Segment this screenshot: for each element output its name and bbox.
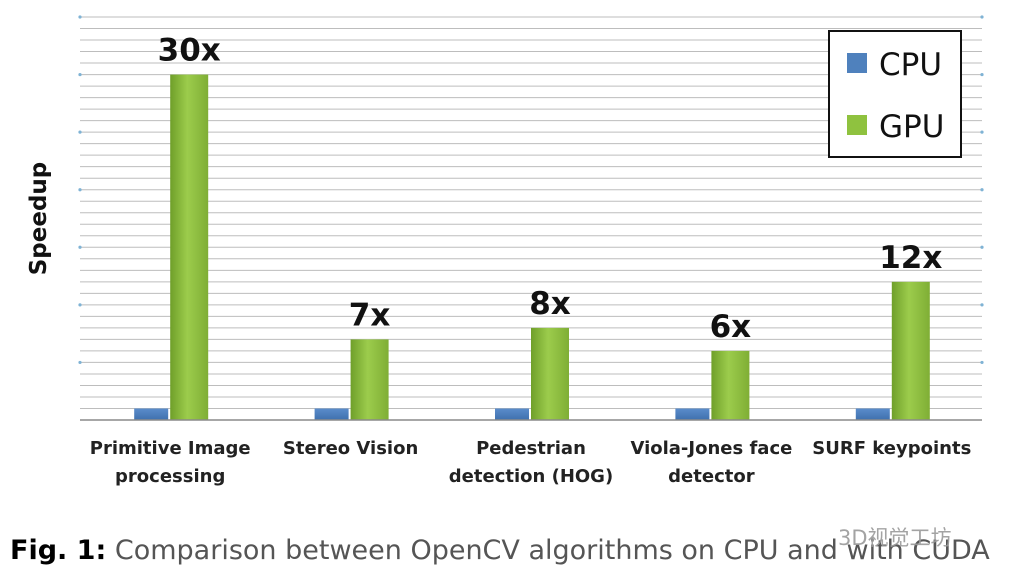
- grid-tick-dot: [78, 72, 82, 77]
- data-labels: 30x 7x 8x 6x 12x: [158, 33, 943, 345]
- grid-tick-dot: [78, 188, 82, 192]
- figure-number: Fig. 1:: [10, 535, 107, 566]
- data-label: 6x: [710, 309, 752, 345]
- bar-cpu: [495, 408, 529, 420]
- grid-tick-dot: [78, 15, 82, 19]
- category-label: SURF keypoints: [812, 438, 971, 459]
- category-label: detector: [668, 466, 755, 487]
- bar-gpu: [170, 74, 209, 421]
- grid-tick-dot: [980, 303, 984, 307]
- bar-gpu: [711, 350, 750, 420]
- data-label: 8x: [529, 286, 571, 322]
- grid-tick-dot: [980, 245, 984, 249]
- category-label: Stereo Vision: [283, 438, 418, 459]
- speedup-chart: 30x 7x 8x 6x 12x Primitive Image processing St…: [26, 15, 984, 487]
- grid-tick-dot: [980, 15, 984, 19]
- legend-box: [828, 30, 962, 158]
- figure-caption: Fig. 1: Comparison between OpenCV algori…: [10, 535, 1020, 566]
- data-label: 7x: [349, 297, 391, 333]
- legend-swatch-cpu: [847, 53, 867, 73]
- grid-tick-dot: [980, 360, 984, 365]
- bars: [134, 74, 930, 421]
- bar-gpu: [350, 339, 389, 420]
- grid-tick-dot: [78, 245, 82, 249]
- bar-cpu: [675, 408, 710, 420]
- category-label: Primitive Image: [90, 438, 251, 459]
- grid-tick-dot: [78, 360, 82, 365]
- category-labels: Primitive Image processing Stereo Vision Pe…: [90, 438, 972, 487]
- data-label: 12x: [879, 240, 942, 276]
- legend: CPU GPU: [828, 30, 962, 158]
- legend-swatch-gpu: [847, 115, 867, 135]
- category-label: processing: [115, 466, 225, 487]
- category-label: detection (HOG): [449, 466, 613, 487]
- bar-cpu: [314, 408, 349, 420]
- grid-tick-dot: [980, 130, 984, 134]
- gridlines: [78, 15, 984, 409]
- caption-text: Comparison between OpenCV algorithms on …: [106, 535, 990, 566]
- y-axis-label: Speedup: [26, 162, 52, 276]
- grid-tick-dot: [78, 303, 82, 307]
- data-label: 30x: [158, 33, 221, 69]
- grid-tick-dot: [980, 188, 984, 192]
- category-label: Viola-Jones face: [630, 438, 792, 459]
- bar-cpu: [855, 408, 890, 420]
- grid-tick-dot: [980, 72, 984, 77]
- category-label: Pedestrian: [476, 438, 586, 459]
- grid-tick-dot: [78, 130, 82, 134]
- legend-label-gpu: GPU: [879, 109, 944, 145]
- legend-label-cpu: CPU: [879, 47, 942, 83]
- watermark-text: 3D视觉工坊: [838, 526, 952, 550]
- bar-gpu: [531, 327, 569, 420]
- bar-cpu: [134, 408, 169, 420]
- bar-gpu: [891, 281, 930, 420]
